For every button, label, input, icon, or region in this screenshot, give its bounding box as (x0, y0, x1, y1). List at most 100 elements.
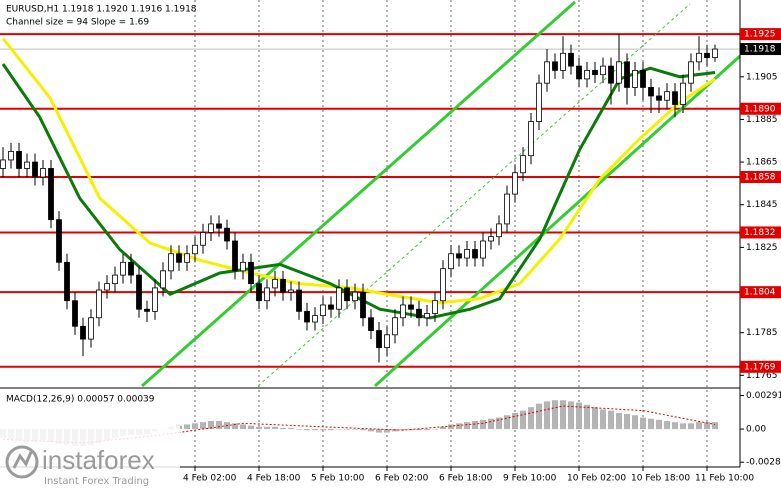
macd-bar (448, 424, 454, 430)
candle-body (576, 65, 582, 80)
macd-bar (240, 424, 246, 430)
candle-body (112, 274, 118, 285)
candle-body (496, 223, 502, 238)
candle-body (656, 95, 662, 101)
candle-body (88, 317, 94, 340)
candle-body (512, 172, 518, 195)
macd-bar (456, 423, 462, 430)
x-tick-label: 4 Feb 18:00 (247, 474, 301, 484)
level-label-box (740, 171, 781, 184)
candle-body (0, 159, 6, 169)
macd-bar (656, 419, 662, 430)
macd-bar (688, 423, 694, 430)
candle-body (352, 291, 358, 302)
macd-bar (360, 429, 366, 431)
candle-body (96, 289, 102, 319)
candle-body (344, 287, 350, 302)
candle-body (56, 219, 62, 263)
logo-tagline: Instant Forex Trading (44, 476, 149, 487)
macd-bar (432, 429, 438, 430)
chart-subtitle: Channel size = 94 Slope = 1.69 (6, 18, 149, 28)
macd-bar (312, 429, 318, 431)
macd-y-tick-label: -0.00287 (746, 458, 781, 468)
candle-body (672, 91, 678, 105)
candle-body (288, 289, 294, 293)
macd-bar (232, 423, 238, 430)
candle-body (544, 61, 550, 84)
macd-bar (272, 426, 278, 430)
macd-bar (664, 421, 670, 430)
macd-bar (200, 422, 206, 430)
candle-body (528, 121, 534, 157)
candle-body (24, 161, 30, 169)
chart-title: EURUSD,H1 1.1918 1.1920 1.1916 1.1918 (6, 5, 197, 15)
macd-bar (304, 429, 310, 431)
x-tick-label: 10 Feb 18:00 (631, 474, 690, 484)
macd-bar (368, 429, 374, 432)
candle-body (16, 151, 22, 169)
last-price-label: 1.1918 (744, 45, 776, 55)
level-label: 1.1925 (744, 30, 776, 40)
candle-body (712, 48, 718, 58)
macd-bar (488, 418, 494, 430)
macd-bar (320, 429, 326, 431)
macd-bar (400, 429, 406, 431)
candle-body (600, 65, 606, 76)
level-label: 1.1769 (744, 362, 776, 372)
macd-bar (288, 427, 294, 430)
macd-bar (544, 401, 550, 430)
y-tick-label: 1.1865 (746, 158, 778, 168)
candle-body (584, 69, 590, 80)
candle-body (688, 61, 694, 84)
level-label-box (740, 226, 781, 239)
candle-body (552, 61, 558, 71)
level-label: 1.1832 (744, 228, 776, 238)
candle-body (704, 52, 710, 58)
candle-body (328, 304, 334, 310)
macd-bar (568, 401, 574, 430)
candle-body (640, 69, 646, 88)
macd-bar (680, 423, 686, 430)
macd-bar (192, 423, 198, 430)
candle-body (568, 52, 574, 67)
macd-bar (208, 421, 214, 430)
candle-body (248, 261, 254, 285)
macd-bar (328, 429, 334, 431)
macd-bar (528, 407, 534, 430)
macd-bar (600, 409, 606, 430)
macd-bar (344, 429, 350, 430)
candle-body (408, 304, 414, 310)
candle-body (192, 244, 198, 255)
candle-body (432, 300, 438, 314)
macd-bar (624, 414, 630, 430)
macd-bar (336, 429, 342, 430)
macd-bar (480, 419, 486, 430)
candle-body (400, 304, 406, 319)
candle-body (264, 287, 270, 302)
macd-bar (576, 402, 582, 430)
candle-body (72, 300, 78, 327)
macd-bar (704, 422, 710, 430)
level-label-box (740, 28, 781, 41)
candle-body (376, 330, 382, 349)
level-label: 1.1890 (744, 104, 776, 114)
candle-body (176, 253, 182, 263)
candle-body (592, 69, 598, 76)
macd-bar (384, 429, 390, 433)
macd-bar (440, 426, 446, 430)
candle-body (120, 261, 126, 276)
candle-body (368, 317, 374, 331)
macd-bar (472, 421, 478, 430)
candle-body (336, 287, 342, 310)
level-label: 1.1858 (744, 173, 776, 183)
macd-bar (672, 422, 678, 430)
level-label-box (740, 102, 781, 115)
candle-body (128, 261, 134, 276)
candle-body (80, 325, 86, 340)
moving-average (1, 37, 716, 305)
macd-bar (640, 417, 646, 430)
macd-bar (616, 412, 622, 430)
macd-bar (632, 415, 638, 430)
macd-bar (584, 404, 590, 430)
